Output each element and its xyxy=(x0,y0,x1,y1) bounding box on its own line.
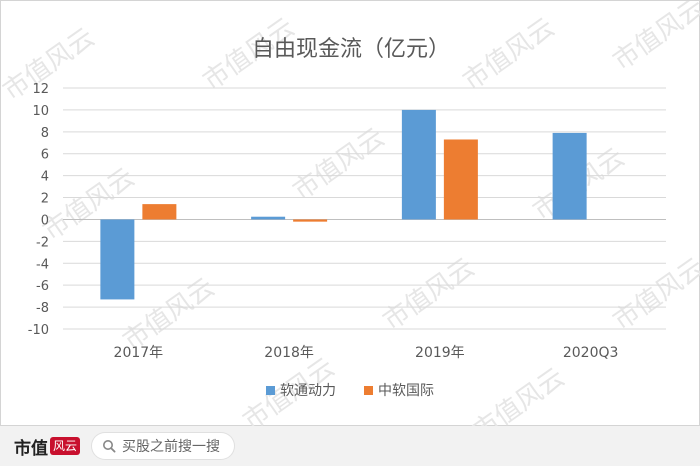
y-tick-label: 10 xyxy=(32,104,49,119)
bar-series-1 xyxy=(552,132,587,220)
bar-series-1 xyxy=(251,216,286,220)
watermark-text: 市值风云 xyxy=(458,12,560,96)
y-tick-label: -10 xyxy=(28,323,49,338)
y-tick-label: 0 xyxy=(41,213,49,228)
footer-bar: 市值 风云 买股之前搜一搜 xyxy=(0,426,700,466)
bar-series-1 xyxy=(100,219,135,300)
brand-logo[interactable]: 市值 风云 xyxy=(14,434,80,459)
watermark-text: 市值风云 xyxy=(288,122,390,206)
search-box[interactable]: 买股之前搜一搜 xyxy=(92,433,234,459)
brand-text: 市值 xyxy=(14,438,48,459)
chart-title: 自由现金流（亿元） xyxy=(252,37,450,62)
watermark-text: 市值风云 xyxy=(608,252,700,336)
watermark-text: 市值风云 xyxy=(1,22,100,106)
chart-card: 市值风云 市值风云 市值风云 市值风云 市值风云 市值风云 市值风云 市值风云 市值风云 市值风云… xyxy=(0,0,700,427)
bars xyxy=(100,109,587,300)
x-tick-label: 2018年 xyxy=(264,345,314,361)
watermark-text: 市值风云 xyxy=(608,1,700,77)
legend-label: 中软国际 xyxy=(378,383,434,399)
watermark-text: 市值风云 xyxy=(468,362,570,427)
x-tick-label: 2020Q3 xyxy=(563,345,619,361)
watermark-text: 市值风云 xyxy=(378,252,480,336)
x-tick-label: 2017年 xyxy=(114,345,164,361)
y-tick-label: 4 xyxy=(41,170,49,185)
y-tick-label: 12 xyxy=(32,82,49,97)
search-text: 买股之前搜一搜 xyxy=(122,439,220,455)
legend-swatch xyxy=(266,386,275,395)
bar-series-1 xyxy=(401,109,436,220)
y-tick-label: -2 xyxy=(36,235,49,250)
search-icon xyxy=(103,440,116,453)
y-tick-label: 6 xyxy=(41,148,49,163)
y-tick-label: 8 xyxy=(41,126,49,141)
y-axis-ticks: 12 10 8 6 4 2 0 -2 -4 -6 -8 -10 xyxy=(28,82,49,338)
bar-series-2 xyxy=(443,139,478,220)
legend-swatch xyxy=(364,386,373,395)
legend: 软通动力 中软国际 xyxy=(266,383,434,399)
legend-label: 软通动力 xyxy=(280,383,336,399)
bar-series-2 xyxy=(142,204,177,220)
bar-series-2 xyxy=(293,219,328,222)
y-tick-label: 2 xyxy=(41,192,49,207)
x-tick-label: 2019年 xyxy=(415,345,465,361)
y-tick-label: -4 xyxy=(36,257,49,272)
y-tick-label: -6 xyxy=(36,279,49,294)
y-tick-label: -8 xyxy=(36,301,49,316)
x-axis-ticks: 2017年 2018年 2019年 2020Q3 xyxy=(114,345,619,361)
brand-mark: 风云 xyxy=(50,437,80,455)
